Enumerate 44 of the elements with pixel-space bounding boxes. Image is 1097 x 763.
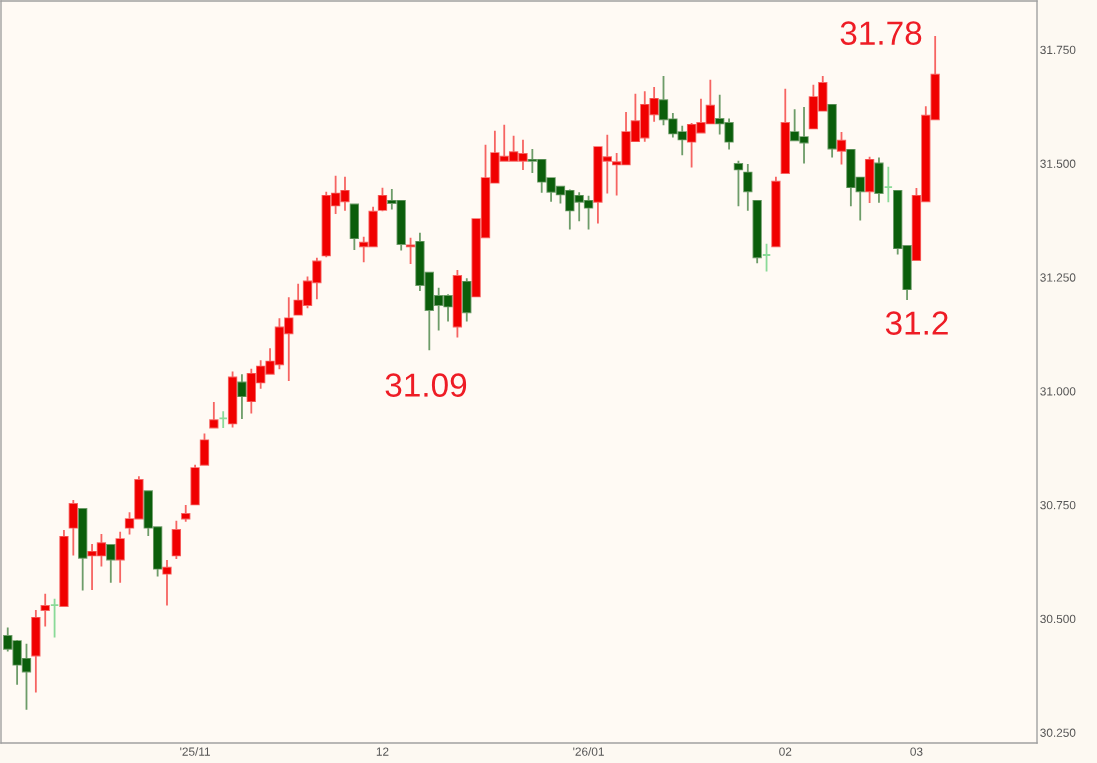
y-tick-label: 30.250	[1040, 728, 1076, 737]
annotation: 31.78	[840, 21, 922, 45]
candlestick	[733, 159, 744, 208]
x-tick-label: 12	[376, 747, 389, 756]
candlestick	[199, 432, 210, 467]
y-tick-label: 30.500	[1040, 614, 1076, 624]
candlestick	[349, 203, 360, 251]
candlestick	[171, 519, 182, 560]
candlestick	[190, 463, 200, 506]
candlestick	[59, 529, 69, 608]
y-tick-label: 30.750	[1040, 500, 1076, 510]
candlestick	[452, 269, 463, 339]
candlestick	[874, 156, 884, 204]
candlestick	[68, 499, 78, 557]
y-tick-label: 31.500	[1040, 159, 1076, 168]
candlestick	[836, 131, 847, 166]
candlestick	[827, 103, 837, 159]
x-tick-label: 03	[910, 747, 923, 756]
x-tick-label: 02	[779, 747, 792, 756]
y-tick-label: 31.250	[1040, 273, 1076, 282]
y-tick-label: 31.000	[1040, 387, 1076, 396]
candlestick	[227, 370, 238, 429]
candlestick	[771, 175, 781, 248]
candlestick	[864, 155, 875, 205]
annotation: 31.09	[385, 373, 467, 397]
candlestick	[31, 609, 41, 694]
candlestick	[115, 530, 125, 584]
candlestick	[181, 504, 191, 523]
candlestick	[405, 236, 416, 266]
candlestick	[40, 592, 50, 628]
candlestick	[752, 199, 762, 265]
annotation: 31.2	[885, 311, 948, 335]
x-tick-label: '25/11	[180, 747, 210, 756]
y-tick-label: 31.750	[1040, 45, 1076, 55]
candlestick	[743, 163, 753, 212]
candlestick	[162, 559, 172, 607]
x-tick-label: '26/01	[573, 747, 604, 756]
candlestick	[78, 507, 88, 592]
candlestick	[209, 401, 219, 429]
candlestick	[462, 277, 472, 323]
candlestick	[377, 186, 388, 213]
candlestick	[237, 373, 247, 420]
candlestick	[780, 87, 790, 175]
candlestick	[106, 543, 116, 584]
